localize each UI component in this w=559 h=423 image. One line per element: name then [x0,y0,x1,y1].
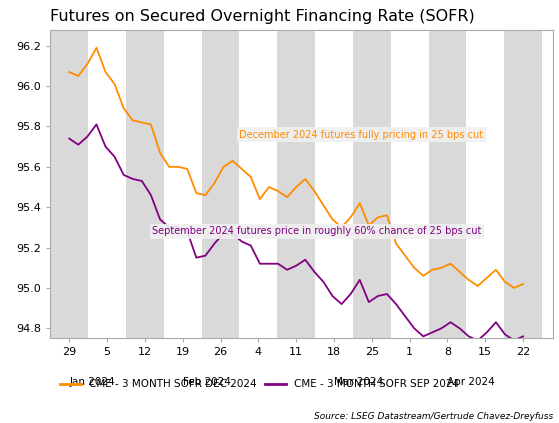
Text: Apr 2024: Apr 2024 [448,377,495,387]
Text: Mar 2024: Mar 2024 [334,377,383,387]
Text: Source: LSEG Datastream/Gertrude Chavez-Dreyfuss: Source: LSEG Datastream/Gertrude Chavez-… [314,412,553,421]
Text: September 2024 futures price in roughly 60% chance of 25 bps cut: September 2024 futures price in roughly … [153,226,482,236]
Bar [277,30,315,338]
Bar [429,30,466,338]
Bar [353,30,391,338]
Text: Jan 2024: Jan 2024 [69,377,115,387]
Bar [50,30,88,338]
Bar [126,30,164,338]
Text: December 2024 futures fully pricing in 25 bps cut: December 2024 futures fully pricing in 2… [239,129,484,140]
Bar [504,30,542,338]
Text: Futures on Secured Overnight Financing Rate (SOFR): Futures on Secured Overnight Financing R… [50,9,475,24]
Bar [202,30,239,338]
Legend: CME - 3 MONTH SOFR DEC 2024, CME - 3 MONTH SOFR SEP 2024: CME - 3 MONTH SOFR DEC 2024, CME - 3 MON… [55,375,463,393]
Text: Feb 2024: Feb 2024 [183,377,230,387]
